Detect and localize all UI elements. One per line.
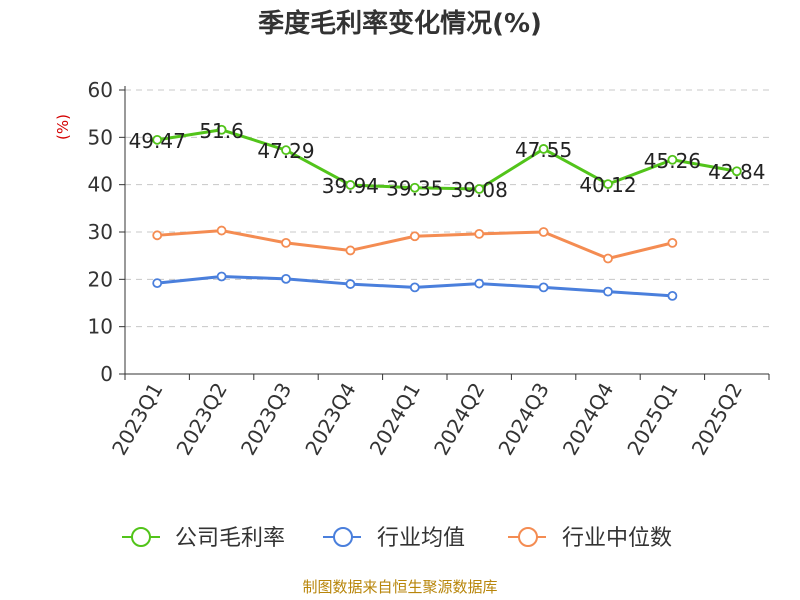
data-point	[409, 231, 420, 242]
legend-label: 公司毛利率	[175, 526, 285, 551]
data-point	[667, 290, 678, 301]
legend-item-2: 行业均值	[323, 526, 465, 551]
x-tick-label: 2024Q1	[365, 379, 425, 460]
series-1: 49.47 51.6 47.29 39.94 39.35 39.08 47.55 40.12 4…	[129, 119, 766, 202]
legend-marker	[131, 527, 151, 547]
x-tick-label: 2023Q2	[171, 379, 231, 460]
source-note: 制图数据来自恒生聚源数据库	[302, 578, 497, 596]
data-point	[152, 134, 163, 145]
data-point	[216, 271, 227, 282]
data-label: 47.29	[257, 139, 314, 163]
data-point	[603, 253, 613, 264]
data-point	[216, 225, 227, 236]
y-tick-label: 20	[88, 267, 113, 291]
data-point	[345, 180, 356, 190]
data-label: 39.94	[322, 174, 379, 198]
data-point	[474, 184, 485, 194]
x-tick-label: 2024Q2	[429, 379, 489, 460]
data-point	[538, 227, 549, 237]
x-tick-label: 2023Q4	[300, 379, 360, 460]
legend-marker	[518, 527, 538, 547]
data-point	[409, 282, 420, 293]
data-label: 47.55	[515, 138, 572, 162]
data-point	[538, 144, 549, 154]
x-tick-label: 2024Q4	[558, 379, 618, 460]
data-point	[474, 228, 485, 239]
y-tick-label: 50	[88, 125, 113, 149]
data-point	[603, 286, 613, 297]
data-label: 39.08	[451, 178, 508, 202]
legend-label: 行业中位数	[562, 526, 672, 551]
chart-title: 季度毛利率变化情况(%)	[258, 8, 542, 39]
series-line	[156, 128, 738, 191]
y-tick-label: 60	[88, 78, 113, 102]
legend-marker	[333, 527, 353, 547]
series-group: 49.47 51.6 47.29 39.94 39.35 39.08 47.55 40.12 4…	[129, 119, 766, 301]
grid-lines	[125, 89, 769, 328]
data-label: 39.35	[386, 177, 443, 201]
data-point	[345, 245, 356, 256]
data-point	[474, 278, 485, 289]
data-point	[603, 179, 613, 189]
y-tick-label: 10	[88, 315, 113, 339]
data-point	[538, 282, 549, 293]
x-tick-label: 2024Q3	[493, 379, 553, 460]
data-point	[281, 273, 291, 284]
legend: 公司毛利率 行业均值 行业中位数	[122, 526, 672, 551]
y-axis-label: (%)	[54, 114, 72, 140]
data-point	[152, 278, 163, 289]
x-tick-label: 2025Q1	[622, 379, 682, 460]
data-label: 40.12	[579, 173, 636, 197]
y-tick-label: 40	[88, 173, 113, 197]
series-2	[152, 271, 678, 301]
x-tick-label: 2025Q2	[687, 379, 747, 460]
data-point	[409, 182, 420, 193]
data-point	[281, 145, 291, 156]
legend-label: 行业均值	[377, 526, 465, 551]
x-tick-label: 2023Q3	[236, 379, 296, 460]
data-label: 51.6	[199, 119, 244, 143]
data-point	[216, 124, 227, 135]
data-label: 42.84	[708, 160, 765, 184]
data-point	[152, 230, 163, 241]
data-point	[667, 237, 678, 248]
data-point	[281, 237, 291, 248]
data-point	[667, 154, 678, 165]
data-point	[731, 166, 742, 177]
y-tick-label: 0	[100, 362, 113, 386]
y-tick-label: 30	[88, 220, 113, 244]
series-3	[152, 225, 678, 264]
legend-item-3: 行业中位数	[508, 526, 672, 551]
legend-item-1: 公司毛利率	[122, 526, 285, 551]
data-label: 49.47	[129, 129, 186, 153]
data-label: 45.26	[644, 149, 701, 173]
data-point	[345, 279, 356, 289]
x-tick-label: 2023Q1	[107, 379, 167, 460]
